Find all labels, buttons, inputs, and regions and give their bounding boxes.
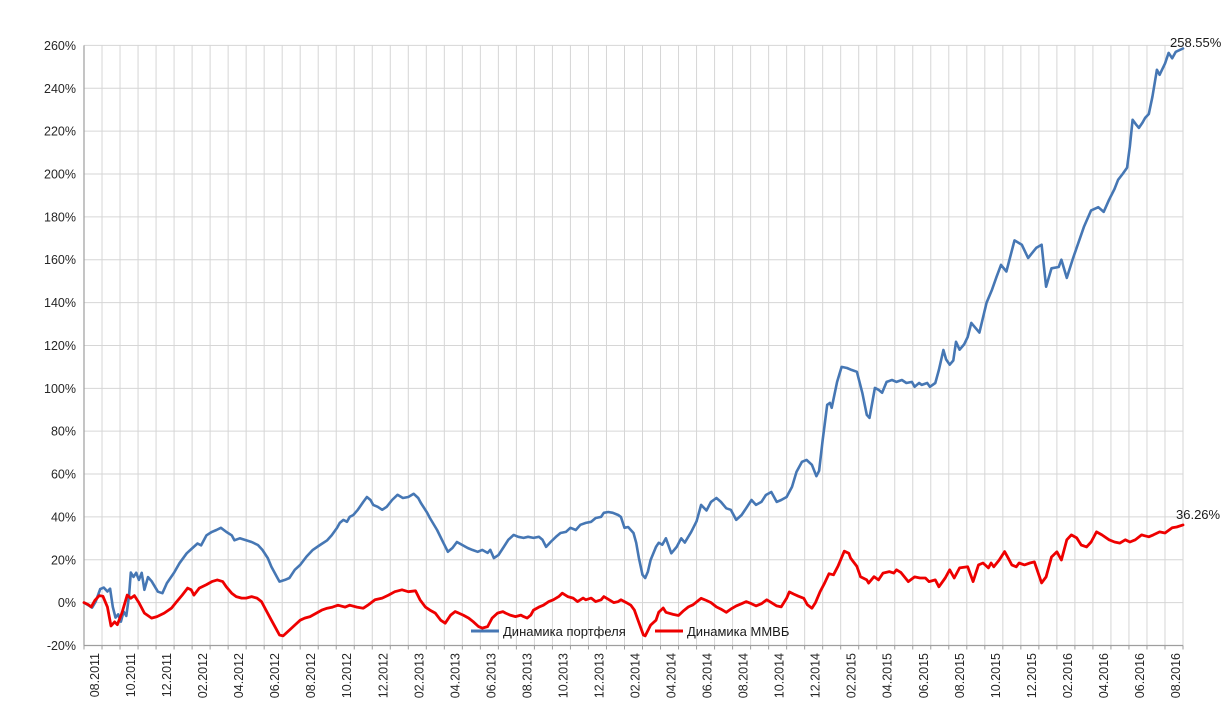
x-tick-label: 10.2014 bbox=[773, 653, 787, 698]
y-tick-label: 220% bbox=[44, 125, 76, 139]
x-tick-label: 02.2012 bbox=[196, 653, 210, 698]
x-tick-label: 12.2011 bbox=[160, 653, 174, 697]
y-tick-label: 260% bbox=[44, 39, 76, 53]
x-tick-label: 10.2015 bbox=[989, 653, 1003, 698]
micex-end-value-label: 36.26% bbox=[1176, 507, 1221, 522]
axes bbox=[83, 45, 1184, 650]
x-tick-label: 04.2012 bbox=[232, 653, 246, 698]
x-tick-label: 12.2015 bbox=[1025, 653, 1039, 698]
x-tick-label: 02.2015 bbox=[845, 653, 859, 698]
x-tick-label: 06.2015 bbox=[917, 653, 931, 698]
x-tick-label: 08.2014 bbox=[737, 653, 751, 698]
x-tick-label: 08.2012 bbox=[304, 653, 318, 698]
x-tick-label: 04.2016 bbox=[1097, 653, 1111, 698]
micex-series-line bbox=[82, 523, 1185, 638]
x-tick-label: 12.2013 bbox=[592, 653, 606, 698]
y-tick-label: 200% bbox=[44, 167, 76, 181]
y-tick-label: 160% bbox=[44, 253, 76, 267]
portfolio-legend-label: Динамика портфеля bbox=[503, 624, 626, 639]
x-tick-label: 06.2016 bbox=[1133, 653, 1147, 698]
y-tick-label: -20% bbox=[47, 639, 76, 653]
x-tick-label: 12.2012 bbox=[376, 653, 390, 698]
x-tick-label: 06.2013 bbox=[484, 653, 498, 698]
x-tick-label: 08.2011 bbox=[88, 653, 102, 697]
y-tick-label: 60% bbox=[51, 468, 76, 482]
y-tick-label: 20% bbox=[51, 553, 76, 567]
portfolio-end-value-label: 258.55% bbox=[1170, 35, 1222, 50]
y-tick-label: 0% bbox=[58, 596, 76, 610]
gridlines bbox=[84, 44, 1184, 646]
x-tick-label: 12.2014 bbox=[809, 653, 823, 698]
x-tick-label: 04.2013 bbox=[448, 653, 462, 698]
portfolio-series-line bbox=[82, 47, 1185, 623]
y-tick-label: 140% bbox=[44, 296, 76, 310]
x-axis-tick-labels: 08.2011 10.2011 12.2011 02.2012 04.2012 06.20… bbox=[88, 653, 1183, 698]
x-tick-label: 02.2016 bbox=[1061, 653, 1075, 698]
y-tick-label: 40% bbox=[51, 510, 76, 524]
legend: Динамика портфеля Динамика ММВБ bbox=[471, 624, 789, 639]
x-tick-label: 08.2016 bbox=[1169, 653, 1183, 698]
y-tick-label: 100% bbox=[44, 382, 76, 396]
x-tick-label: 04.2014 bbox=[665, 653, 679, 698]
micex-legend-label: Динамика ММВБ bbox=[687, 624, 789, 639]
x-tick-label: 10.2013 bbox=[556, 653, 570, 698]
y-tick-label: 240% bbox=[44, 82, 76, 96]
x-tick-label: 08.2015 bbox=[953, 653, 967, 698]
x-tick-label: 06.2012 bbox=[268, 653, 282, 698]
series-lines bbox=[82, 47, 1185, 638]
y-tick-label: 120% bbox=[44, 339, 76, 353]
y-tick-label: 80% bbox=[51, 425, 76, 439]
x-tick-label: 10.2012 bbox=[340, 653, 354, 698]
x-tick-label: 06.2014 bbox=[701, 653, 715, 698]
x-tick-label: 04.2015 bbox=[881, 653, 895, 698]
x-tick-label: 02.2013 bbox=[412, 653, 426, 698]
x-tick-label: 02.2014 bbox=[628, 653, 642, 698]
y-axis-tick-labels: 260% 240% 220% 200% 180% 160% 140% 120% 100% 80% 6… bbox=[44, 39, 76, 653]
x-tick-label: 10.2011 bbox=[124, 653, 138, 697]
y-tick-label: 180% bbox=[44, 210, 76, 224]
x-tick-label: 08.2013 bbox=[520, 653, 534, 698]
